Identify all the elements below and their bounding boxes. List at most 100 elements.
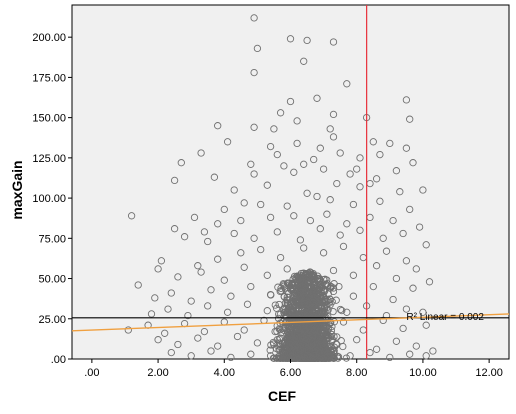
data-point (316, 276, 324, 284)
data-point (297, 269, 305, 278)
y-tick-label: 100.00 (32, 193, 66, 205)
data-point (266, 213, 275, 222)
data-point (288, 281, 296, 289)
data-point (300, 57, 308, 65)
data-point (330, 318, 339, 326)
data-point (270, 125, 278, 133)
data-point (317, 294, 325, 302)
data-point (409, 159, 417, 167)
data-point (372, 345, 381, 353)
data-point (247, 282, 255, 291)
data-point (223, 308, 232, 316)
data-point (338, 306, 346, 315)
data-point (406, 115, 414, 123)
data-point (315, 313, 323, 321)
data-point (227, 353, 235, 362)
data-point (286, 35, 295, 43)
data-point (402, 144, 411, 152)
data-point (300, 160, 308, 168)
data-point (281, 308, 290, 316)
data-point (306, 216, 315, 225)
data-point (161, 329, 169, 337)
data-point (356, 226, 364, 234)
data-point (422, 321, 430, 329)
data-point (288, 339, 296, 347)
data-point (372, 175, 381, 183)
data-point (214, 255, 222, 263)
data-point (392, 337, 401, 345)
data-point (356, 154, 364, 162)
data-point (282, 313, 291, 321)
data-point (396, 188, 404, 196)
data-point (285, 289, 293, 298)
data-point (207, 286, 215, 294)
data-point (327, 318, 335, 326)
data-point (326, 196, 334, 204)
data-point (293, 117, 301, 125)
data-point (223, 138, 232, 146)
x-tick-label: 2.00 (147, 367, 168, 379)
data-point (301, 295, 310, 303)
data-point (309, 313, 318, 321)
r-squared-annotation: R² Linear = 0.002 (406, 312, 484, 323)
data-point (276, 287, 284, 296)
data-point (289, 291, 297, 300)
data-point (293, 344, 301, 352)
data-point (299, 324, 308, 332)
data-point (343, 80, 351, 88)
data-point (333, 179, 341, 188)
data-point (292, 328, 300, 336)
data-point (346, 352, 354, 360)
data-point (283, 299, 291, 307)
data-point (402, 305, 411, 313)
data-point (309, 281, 317, 290)
data-point (376, 197, 384, 205)
data-point (299, 290, 308, 299)
data-point (329, 133, 338, 141)
data-point (392, 167, 401, 175)
data-point (356, 183, 364, 191)
data-point (286, 284, 295, 292)
data-point (346, 170, 354, 178)
data-point (154, 265, 162, 273)
data-point (174, 273, 182, 281)
data-point (279, 280, 287, 288)
data-point (288, 319, 296, 327)
data-point (419, 308, 427, 316)
data-point (240, 199, 248, 207)
data-point (333, 340, 341, 349)
data-point (250, 234, 258, 242)
data-point (227, 292, 235, 300)
y-tick-label: 125.00 (32, 153, 66, 165)
data-point (399, 229, 407, 238)
data-point (134, 281, 142, 289)
data-point (170, 225, 179, 233)
data-point (372, 262, 381, 270)
data-point (306, 274, 315, 283)
data-point (271, 301, 279, 309)
data-point (170, 176, 179, 185)
data-point (343, 220, 351, 228)
data-point (286, 348, 295, 357)
data-point (164, 305, 172, 313)
data-point (214, 220, 222, 228)
y-tick-label: 75.00 (38, 233, 66, 245)
data-point (292, 333, 301, 341)
data-point (321, 308, 329, 316)
data-point (312, 290, 320, 298)
data-point (286, 308, 294, 316)
y-tick-label: 150.00 (32, 113, 66, 125)
data-point (257, 245, 265, 254)
data-point (147, 310, 156, 318)
data-point (406, 350, 414, 358)
data-point (330, 350, 338, 358)
data-point (297, 282, 305, 291)
data-point (321, 332, 329, 341)
data-point (154, 336, 162, 344)
data-point (263, 307, 271, 315)
data-point (293, 354, 302, 362)
data-point (167, 289, 175, 297)
data-point (280, 324, 288, 333)
data-point (297, 346, 305, 354)
